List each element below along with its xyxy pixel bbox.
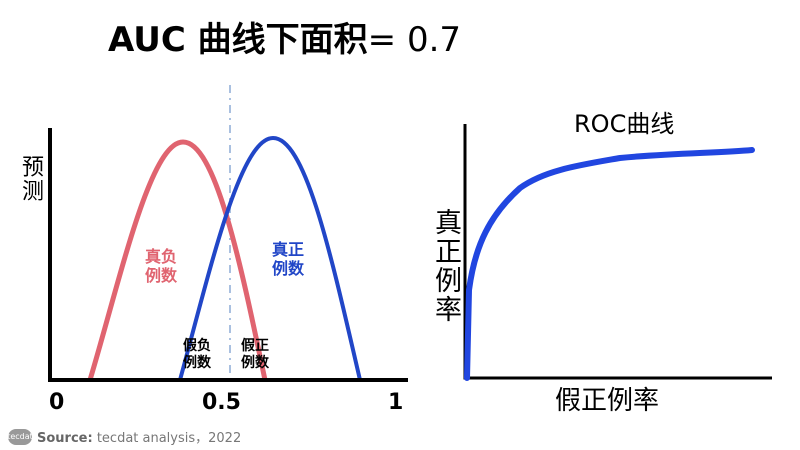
x-tick-0.5: 0.5 [202,390,241,415]
title-main: AUC 曲线下面积 [108,20,368,60]
source-value: tecdat analysis，2022 [92,431,242,446]
source-footer: tecdat Source: tecdat analysis，2022 [7,427,241,446]
roc-curve [464,147,755,381]
roc-title: ROC曲线 [574,110,675,138]
true-negative-label: 真负例数 [144,247,177,285]
false-positive-label: 假正例数 [241,338,269,371]
true-positive-label: 真正例数 [271,240,304,278]
left-y-label: 预测 [18,155,43,203]
right-axes [463,124,772,380]
fpr-axis-label: 假正例率 [555,386,660,416]
tecdat-logo: tecdat [7,428,33,445]
x-tick-0: 0 [49,390,65,415]
tpr-axis-label: 真正例率 [430,208,461,324]
x-tick-1: 1 [388,390,404,415]
positive-distribution-curve [178,135,362,381]
auc-value: = 0.7 [367,20,462,60]
false-negative-label: 假负例数 [183,338,211,371]
negative-distribution-curve [87,139,268,381]
left-axes [48,128,408,382]
source-label: Source: [37,431,93,446]
source-text: Source: tecdat analysis，2022 [37,427,241,446]
page-title: AUC 曲线下面积= 0.7 [108,12,461,61]
